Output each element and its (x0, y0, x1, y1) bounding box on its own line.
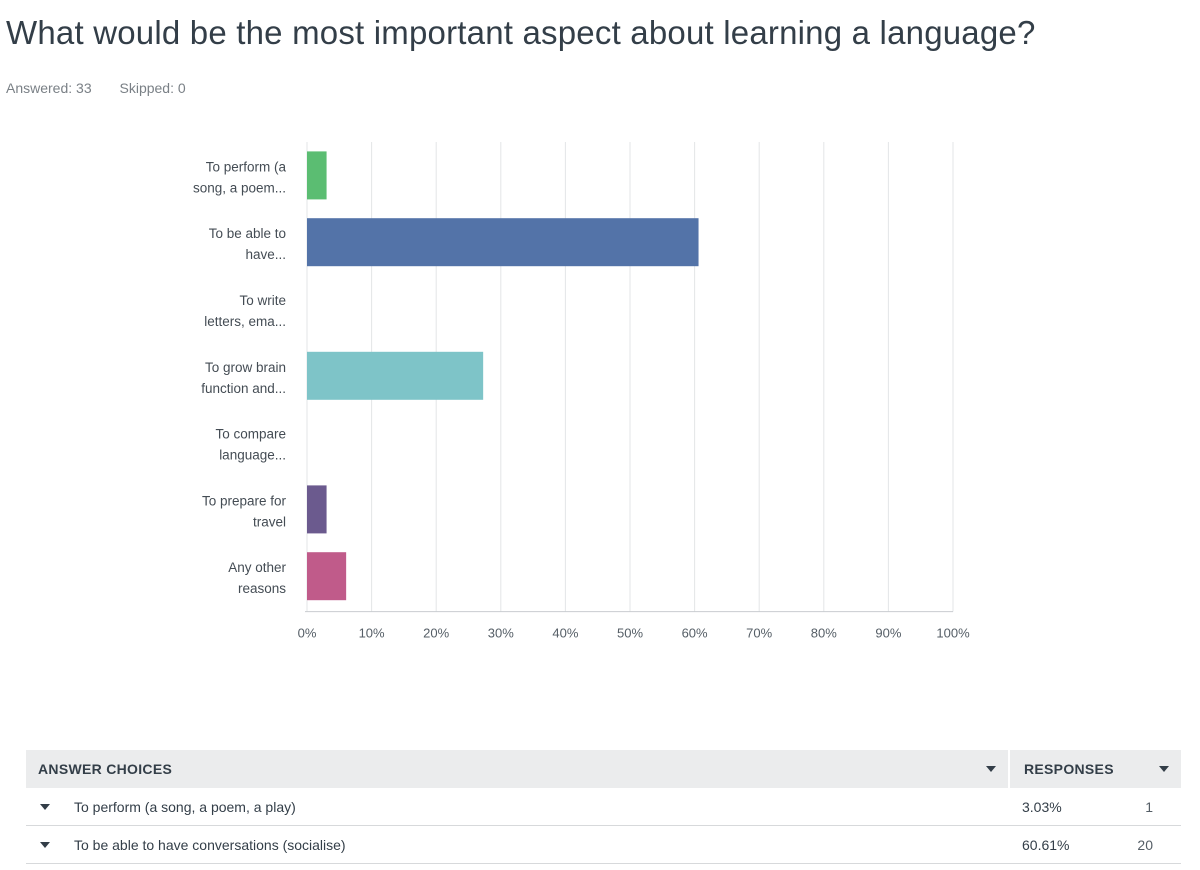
bar (307, 351, 484, 400)
x-tick-label: 60% (682, 626, 708, 641)
answered-count: Answered: 33 (6, 80, 92, 96)
response-percent: 60.61% (1022, 836, 1070, 853)
answer-choice-text: To be able to have conversations (social… (74, 836, 346, 853)
x-tick-label: 100% (936, 626, 970, 641)
responses-bar-chart: To perform (a song, a poem... To be able t… (193, 142, 970, 641)
expand-caret-icon[interactable] (40, 803, 50, 810)
question-title: What would be the most important aspect … (6, 14, 1036, 51)
chart-bars (307, 151, 699, 601)
responses-header[interactable]: RESPONSES (1008, 750, 1181, 788)
category-label: To write letters, ema... (204, 293, 286, 329)
sort-dropdown-icon[interactable] (986, 766, 996, 772)
x-tick-label: 70% (746, 626, 772, 641)
answer-choices-header-label: ANSWER CHOICES (38, 761, 173, 777)
category-label: To perform (a song, a poem... (193, 159, 287, 195)
category-label: Any other reasons (228, 560, 286, 596)
answer-choices-table: ANSWER CHOICES RESPONSES To perform (a s… (26, 750, 1181, 864)
answer-choices-header[interactable]: ANSWER CHOICES (26, 750, 1008, 788)
answer-choice-text: To perform (a song, a poem, a play) (74, 798, 296, 815)
category-label: To grow brain function and... (201, 360, 286, 396)
responses-header-label: RESPONSES (1024, 761, 1114, 777)
table-row: To be able to have conversations (social… (26, 826, 1181, 864)
answer-choice-cell: To perform (a song, a poem, a play) (26, 799, 1008, 815)
response-count: 20 (1137, 836, 1153, 853)
bar (307, 552, 347, 601)
bar (307, 485, 327, 534)
x-tick-label: 0% (298, 626, 317, 641)
sort-dropdown-icon[interactable] (1159, 766, 1169, 772)
response-summary: Answered: 33 Skipped: 0 (6, 80, 210, 96)
response-count: 1 (1145, 798, 1153, 815)
x-tick-label: 80% (811, 626, 837, 641)
skipped-count: Skipped: 0 (119, 80, 186, 96)
chart-x-axis: 0% 10% 20% 30% 40% 50% 60% 70% 80% 90% 100% (298, 611, 970, 641)
category-label: To compare language... (215, 427, 286, 463)
bar (307, 218, 699, 267)
chart-category-labels: To perform (a song, a poem... To be able t… (193, 159, 287, 596)
x-tick-label: 30% (488, 626, 514, 641)
table-row: To perform (a song, a poem, a play) 3.03… (26, 788, 1181, 826)
x-tick-label: 50% (617, 626, 643, 641)
x-tick-label: 20% (423, 626, 449, 641)
answer-choice-cell: To be able to have conversations (social… (26, 837, 1008, 853)
table-header: ANSWER CHOICES RESPONSES (26, 750, 1181, 788)
expand-caret-icon[interactable] (40, 841, 50, 848)
response-percent: 3.03% (1022, 798, 1062, 815)
x-tick-label: 10% (359, 626, 385, 641)
category-label: To be able to have... (209, 226, 286, 262)
category-label: To prepare for travel (202, 493, 287, 529)
x-tick-label: 90% (875, 626, 901, 641)
bar (307, 151, 327, 200)
x-tick-label: 40% (552, 626, 578, 641)
